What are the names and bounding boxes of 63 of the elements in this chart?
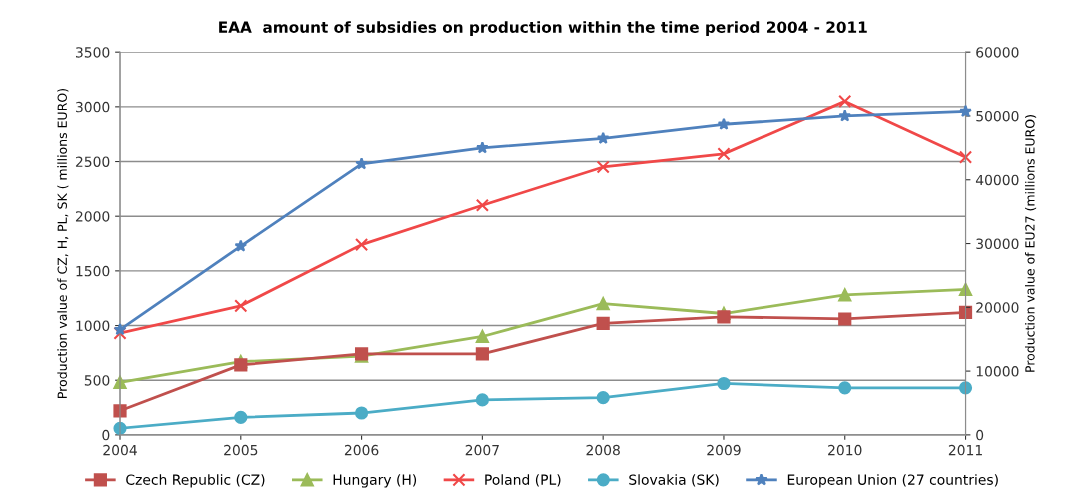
y-tick-label: 2000 [75, 211, 110, 222]
y2-tick-label: 50000 [976, 110, 1019, 122]
point [958, 305, 973, 320]
point [354, 238, 369, 252]
legend-label: European Union (27 countries) [787, 474, 998, 488]
point [113, 404, 127, 418]
point [959, 104, 972, 118]
point [717, 117, 731, 130]
legend-label: Poland (PL) [485, 474, 561, 487]
legend-label: Slovakia (SK) [629, 474, 719, 487]
point [475, 198, 489, 212]
point [234, 299, 248, 313]
point [838, 94, 852, 108]
legend-label: Czech Republic (CZ) [126, 474, 265, 488]
y2-tick-label: 40000 [975, 174, 1019, 186]
x-tick-label: 2010 [828, 444, 862, 456]
point [596, 391, 610, 405]
x-tick-label: 2009 [707, 444, 741, 456]
y-tick-label: 3000 [76, 101, 110, 113]
y-tick-label: 500 [84, 375, 110, 386]
x-tick-label: 2011 [948, 444, 982, 456]
x-tick-label: 2005 [224, 444, 258, 456]
point [717, 376, 731, 391]
point [475, 329, 489, 344]
point [958, 381, 973, 395]
point [234, 410, 248, 424]
y2-axis-title: Production value of EU27 (millions EURO) [1025, 115, 1037, 372]
point [475, 347, 489, 361]
point [838, 381, 852, 395]
point [234, 358, 248, 372]
point [354, 406, 369, 420]
y-tick-label: 1000 [76, 320, 110, 332]
x-tick-label: 2007 [465, 444, 499, 456]
y2-tick-label: 30000 [976, 238, 1019, 249]
y-axis-title: Production value of CZ, H, PL, SK ( millions EURO) [57, 89, 69, 398]
y-tick-label: 0 [102, 429, 110, 441]
x-tick-label: 2006 [344, 444, 379, 456]
x-tick-label: 2004 [103, 444, 137, 456]
point [838, 312, 852, 326]
y-tick-label: 2500 [75, 156, 110, 167]
point [355, 157, 368, 170]
y2-tick-label: 60000 [976, 47, 1019, 58]
point [476, 141, 489, 154]
x-tick-label: 2008 [586, 444, 620, 456]
point [596, 297, 610, 311]
point [596, 160, 610, 174]
chart-title: EAA amount of subsidies on production within the time period 2004 - 2011 [219, 21, 867, 36]
y-tick-label: 1500 [76, 265, 110, 277]
point [234, 239, 248, 252]
point [958, 150, 973, 164]
point [717, 147, 731, 161]
point [596, 316, 610, 330]
legend-label: Hungary (H) [333, 474, 417, 488]
point [113, 323, 127, 336]
y2-tick-label: 20000 [976, 302, 1019, 313]
y2-tick-label: 0 [976, 429, 984, 441]
point [838, 109, 852, 122]
y2-tick-label: 10000 [976, 366, 1019, 377]
point [838, 288, 852, 302]
point [596, 131, 610, 144]
y-tick-label: 3500 [76, 47, 110, 58]
point [717, 310, 731, 324]
point [475, 393, 489, 407]
